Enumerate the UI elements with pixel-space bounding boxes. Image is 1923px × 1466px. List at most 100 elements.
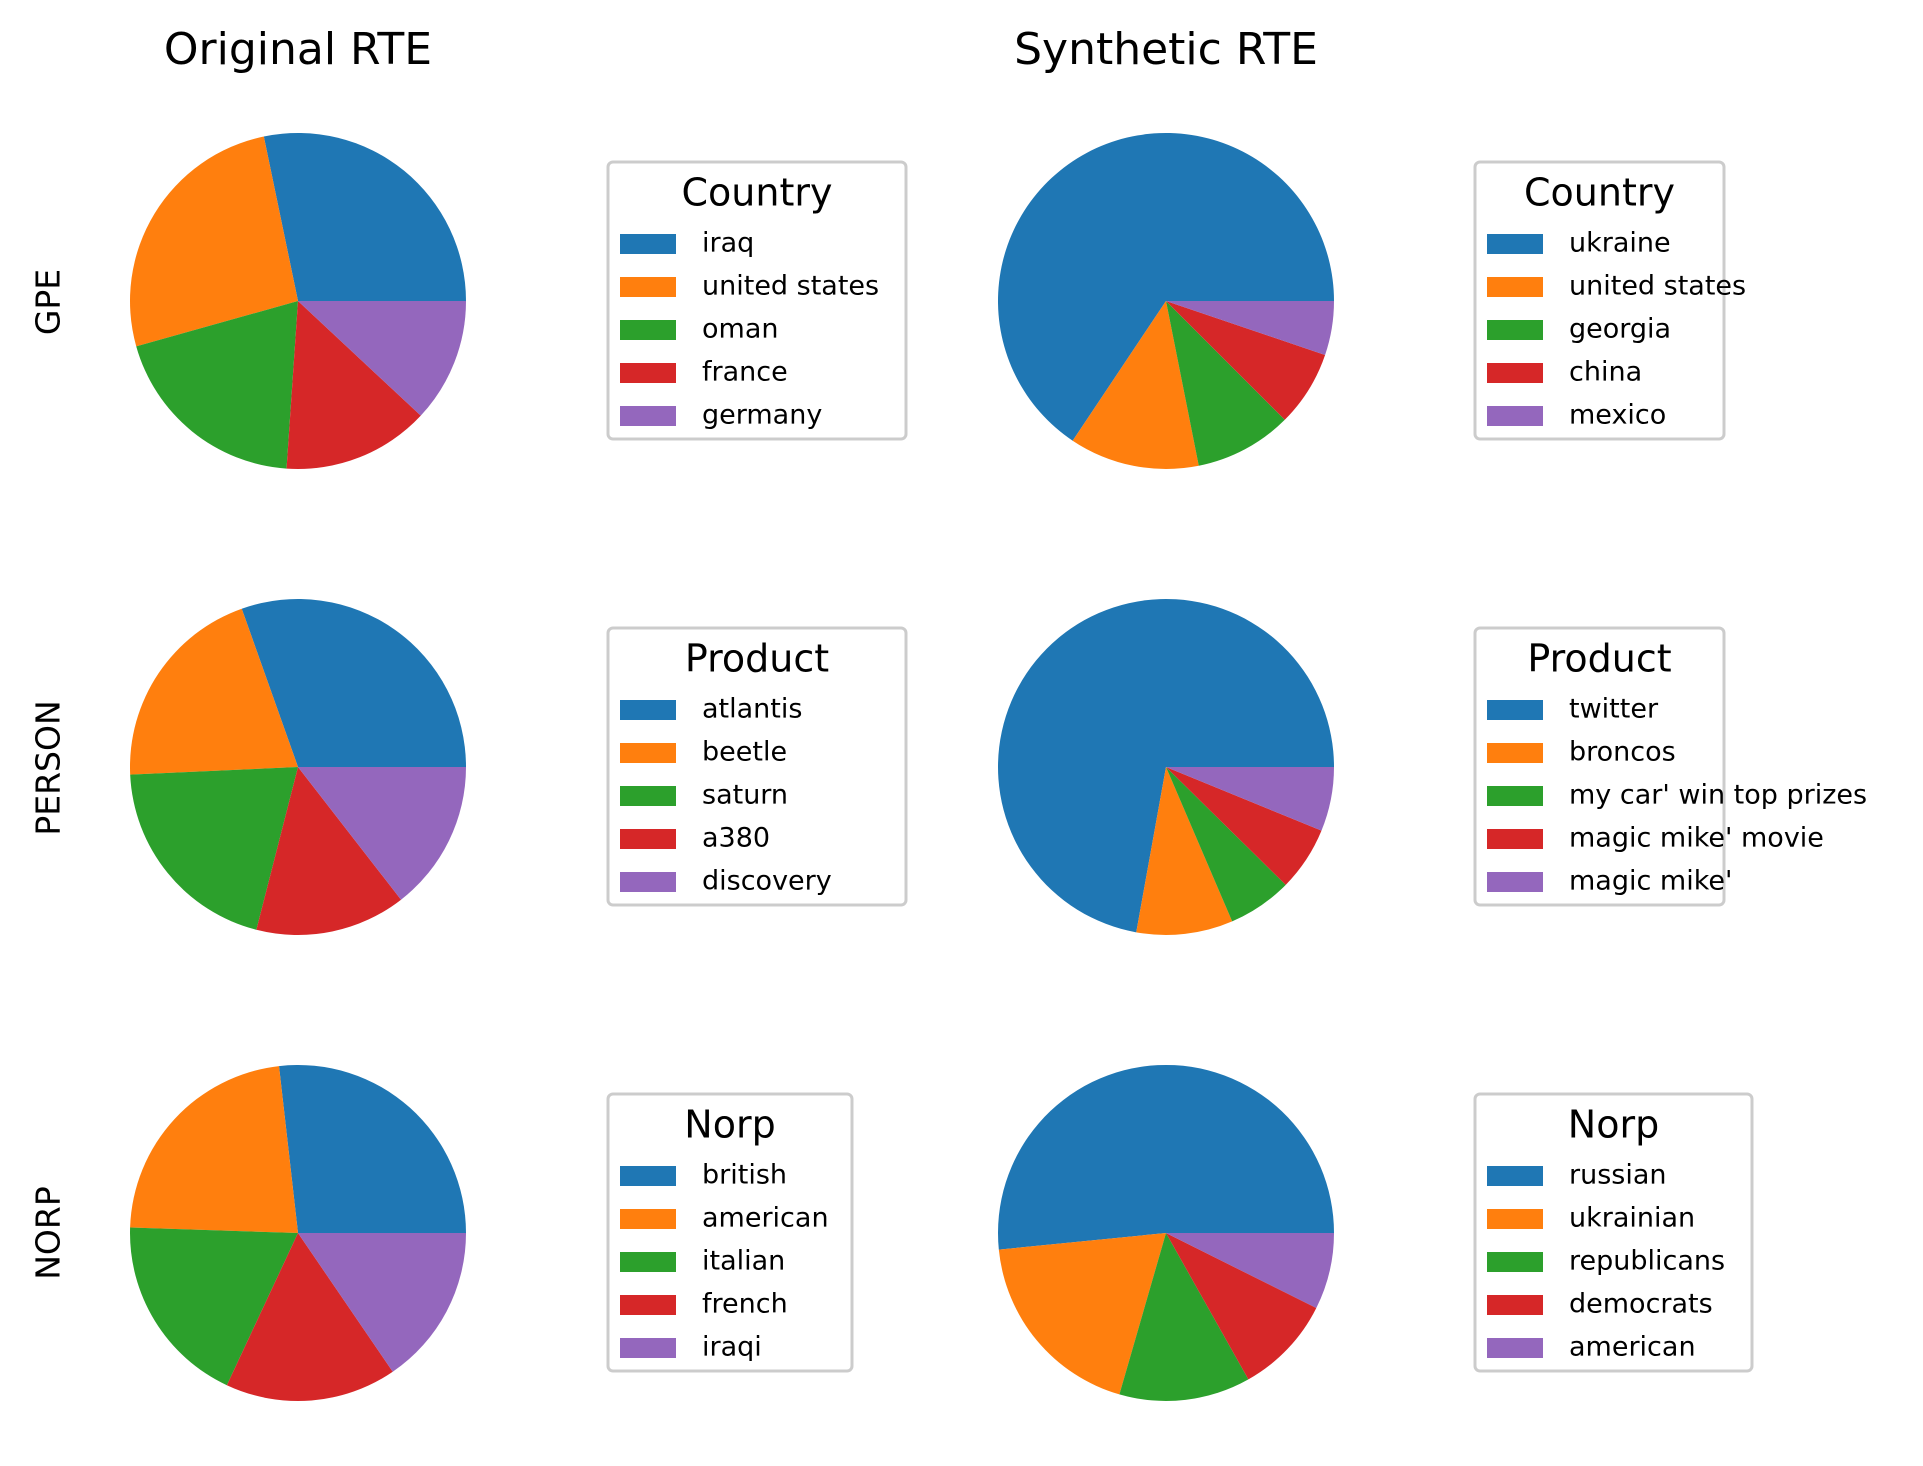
pie-slice-british (279, 1065, 466, 1233)
pie-slice-iraq (263, 132, 466, 301)
legend-entry: atlantis (702, 694, 802, 725)
legend-swatch (1487, 872, 1543, 892)
pie-slice-ukrainian (998, 1233, 1166, 1395)
pie-panel: Norp british american italian french iraqi (130, 1065, 854, 1402)
legend-swatch (1487, 829, 1543, 849)
pie-slice-broncos (1136, 767, 1233, 935)
legend-entry: italian (702, 1246, 785, 1277)
pie-slice-republicans (1119, 1233, 1249, 1402)
column-title-synthetic: Synthetic RTE (1014, 24, 1318, 75)
pie-slice-iraqi (298, 1233, 466, 1372)
legend: Product atlantis beetle saturn a380 discovery (606, 626, 908, 907)
legend-swatch (1487, 363, 1543, 383)
legend-frame (1473, 1092, 1754, 1373)
pie-panel: Product atlantis beetle saturn a380 discovery (129, 598, 908, 936)
pie-slice-georgia (1166, 301, 1285, 466)
legend-entry: twitter (1569, 694, 1659, 725)
pie-slice-my-car-win-top-prizes (1166, 767, 1286, 922)
legend-entry: united states (702, 271, 879, 302)
legend: Norp russian ukrainian republicans democrats… (1473, 1092, 1754, 1373)
legend-swatch (620, 277, 676, 297)
legend-entry: iraq (702, 228, 754, 259)
pie-slice-magic-mike-movie (1166, 767, 1322, 885)
legend-entry: a380 (702, 823, 770, 854)
legend-swatch (620, 1252, 676, 1272)
legend-swatch (620, 320, 676, 340)
legend-entry: iraqi (702, 1332, 762, 1363)
legend-swatch (1487, 700, 1543, 720)
legend-swatch (620, 1338, 676, 1358)
legend-swatch (620, 1166, 676, 1186)
legend-entry: british (702, 1160, 787, 1191)
row-label-norp: NORP (29, 1186, 68, 1280)
pie-slice-twitter (998, 598, 1334, 933)
legend-swatch (620, 1295, 676, 1315)
legend-swatch (1487, 320, 1543, 340)
legend-entry: magic mike' movie (1569, 823, 1824, 854)
legend-swatch (1487, 1209, 1543, 1229)
legend-entry: russian (1569, 1160, 1667, 1191)
legend-swatch (620, 234, 676, 254)
pie-slice-russian (998, 1064, 1334, 1250)
pie-slice-france (286, 301, 421, 470)
legend-title: Product (685, 637, 829, 681)
legend-entry: saturn (702, 780, 788, 811)
legend-swatch (1487, 234, 1543, 254)
pie-slice-italian (130, 1227, 298, 1386)
pie-slice-atlantis (241, 598, 466, 767)
pie-slice-saturn (130, 767, 298, 930)
legend-swatch (1487, 1252, 1543, 1272)
legend-entry: georgia (1569, 314, 1671, 345)
legend: Product twitter broncos my car' win top pri… (1473, 626, 1867, 907)
legend-swatch (620, 406, 676, 426)
legend-entry: mexico (1569, 400, 1666, 431)
legend-swatch (620, 700, 676, 720)
legend-title: Norp (684, 1103, 775, 1147)
legend-entry: american (702, 1203, 829, 1234)
legend-entry: france (702, 357, 788, 388)
row-label-gpe: GPE (29, 269, 68, 335)
legend-entry: broncos (1569, 737, 1676, 768)
pie-panels: Country iraq united states oman france german… (129, 132, 1867, 1402)
legend-swatch (620, 363, 676, 383)
pie-slice-american (130, 1066, 298, 1233)
pie-panel: Norp russian ukrainian republicans democrats… (998, 1064, 1754, 1402)
legend-swatch (1487, 1338, 1543, 1358)
legend-frame (606, 626, 908, 907)
legend-entry: democrats (1569, 1289, 1713, 1320)
legend-swatch (620, 743, 676, 763)
legend-entry: my car' win top prizes (1569, 780, 1867, 811)
legend-entry: china (1569, 357, 1642, 388)
pie-slice-a380 (256, 767, 402, 936)
legend-swatch (620, 829, 676, 849)
pie-slice-democrats (1166, 1233, 1317, 1380)
legend-entry: french (702, 1289, 788, 1320)
legend-swatch (1487, 743, 1543, 763)
pie-slice-beetle (129, 608, 298, 775)
legend: Country iraq united states oman france german… (606, 160, 908, 441)
legend-entry: discovery (702, 866, 832, 897)
pie-slice-mexico (1166, 301, 1334, 355)
legend: Country ukraine united states georgia china m… (1473, 160, 1746, 441)
pie-slice-united-states (1072, 301, 1199, 470)
pie-slice-ukraine (997, 133, 1334, 441)
legend-entry: ukrainian (1569, 1203, 1695, 1234)
legend-swatch (620, 872, 676, 892)
pie-slice-china (1166, 301, 1326, 420)
legend-entry: ukraine (1569, 228, 1671, 259)
pie-panel: Product twitter broncos my car' win top pri… (998, 598, 1867, 935)
legend-title: Country (682, 171, 833, 215)
legend-swatch (1487, 1295, 1543, 1315)
pie-slice-french (226, 1233, 393, 1402)
legend-title: Country (1524, 171, 1675, 215)
pie-slice-oman (136, 301, 298, 469)
pie-panel: Country iraq united states oman france german… (129, 132, 908, 470)
pie-slice-magic-mike- (1166, 767, 1334, 831)
legend: Norp british american italian french iraqi (606, 1092, 854, 1373)
legend-swatch (620, 786, 676, 806)
legend-entry: united states (1569, 271, 1746, 302)
legend-entry: republicans (1569, 1246, 1725, 1277)
legend-entry: magic mike' (1569, 866, 1732, 897)
pie-slice-american (1166, 1233, 1334, 1309)
pie-slice-united-states (129, 136, 298, 347)
